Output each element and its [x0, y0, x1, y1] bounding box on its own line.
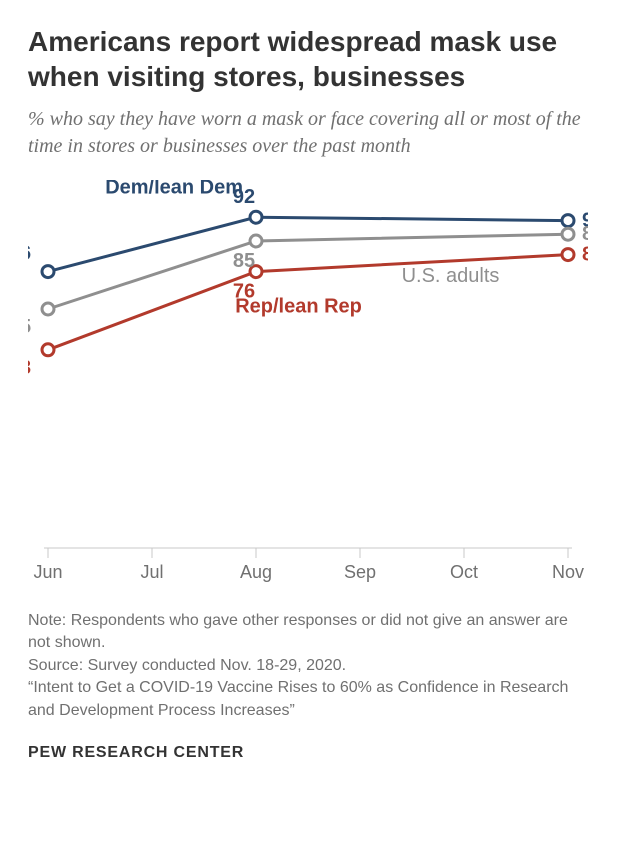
svg-text:Aug: Aug — [240, 562, 272, 582]
svg-text:Dem/lean Dem: Dem/lean Dem — [105, 180, 243, 198]
svg-text:Nov: Nov — [552, 562, 584, 582]
note-line: Source: Survey conducted Nov. 18-29, 202… — [28, 655, 592, 677]
source-footer: PEW RESEARCH CENTER — [28, 744, 592, 762]
svg-text:76: 76 — [28, 243, 31, 265]
svg-text:U.S. adults: U.S. adults — [402, 265, 500, 287]
note-line: “Intent to Get a COVID-19 Vaccine Rises … — [28, 677, 592, 722]
svg-text:Jun: Jun — [33, 562, 62, 582]
chart-title: Americans report widespread mask use whe… — [28, 24, 592, 94]
svg-text:65: 65 — [28, 316, 31, 338]
svg-text:85: 85 — [233, 250, 255, 272]
svg-text:Oct: Oct — [450, 562, 478, 582]
svg-text:Rep/lean Rep: Rep/lean Rep — [235, 295, 362, 317]
svg-text:53: 53 — [28, 357, 31, 379]
svg-text:87: 87 — [582, 223, 588, 245]
svg-text:81: 81 — [582, 244, 588, 266]
svg-text:Jul: Jul — [140, 562, 163, 582]
note-line: Note: Respondents who gave other respons… — [28, 610, 592, 655]
chart-svg: JunJulAugSepOctNov769291658587537681Dem/… — [28, 180, 588, 600]
line-chart: JunJulAugSepOctNov769291658587537681Dem/… — [28, 180, 588, 600]
chart-subtitle: % who say they have worn a mask or face … — [28, 106, 592, 160]
svg-text:Sep: Sep — [344, 562, 376, 582]
chart-notes: Note: Respondents who gave other respons… — [28, 610, 592, 722]
